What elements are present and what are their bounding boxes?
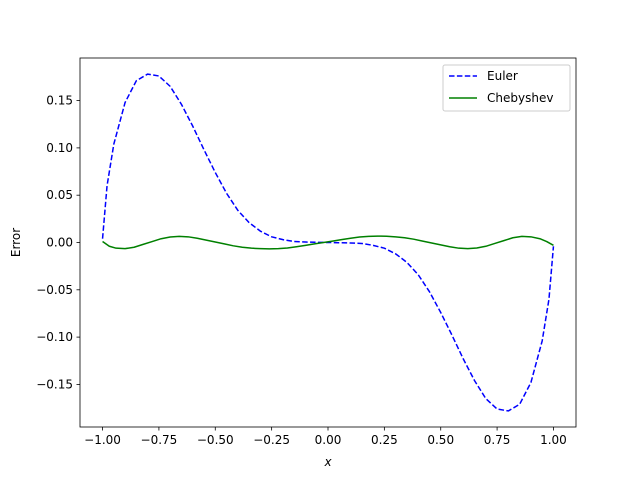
x-ticks: −1.00 −0.75 −0.50 −0.25 0.00 0.25 0.50 0.75 1.00 [84,427,567,447]
legend-label-euler: Euler [487,69,518,83]
x-tick-label: 0.50 [427,433,454,447]
x-tick-label: 0.75 [484,433,511,447]
x-tick-label: 0.25 [371,433,398,447]
x-tick-label: −0.25 [253,433,290,447]
y-tick-label: 0.15 [46,94,73,108]
y-tick-label: −0.15 [36,377,73,391]
x-tick-label: −1.00 [84,433,121,447]
y-axis-label: Error [9,228,23,257]
x-axis-label: x [323,455,332,469]
y-tick-label: −0.10 [36,330,73,344]
x-tick-label: 0.00 [315,433,342,447]
y-tick-label: 0.00 [46,236,73,250]
y-tick-label: 0.10 [46,141,73,155]
x-tick-label: −0.75 [141,433,178,447]
legend-label-chebyshev: Chebyshev [487,91,553,105]
y-tick-label: −0.05 [36,283,73,297]
y-tick-label: 0.05 [46,188,73,202]
series-line-chebyshev [102,235,554,250]
x-tick-label: 1.00 [540,433,567,447]
y-ticks: −0.15 −0.10 −0.05 0.00 0.05 0.10 0.15 [36,94,80,391]
legend: Euler Chebyshev [442,64,571,112]
x-tick-label: −0.50 [197,433,234,447]
series-layer [101,73,555,412]
